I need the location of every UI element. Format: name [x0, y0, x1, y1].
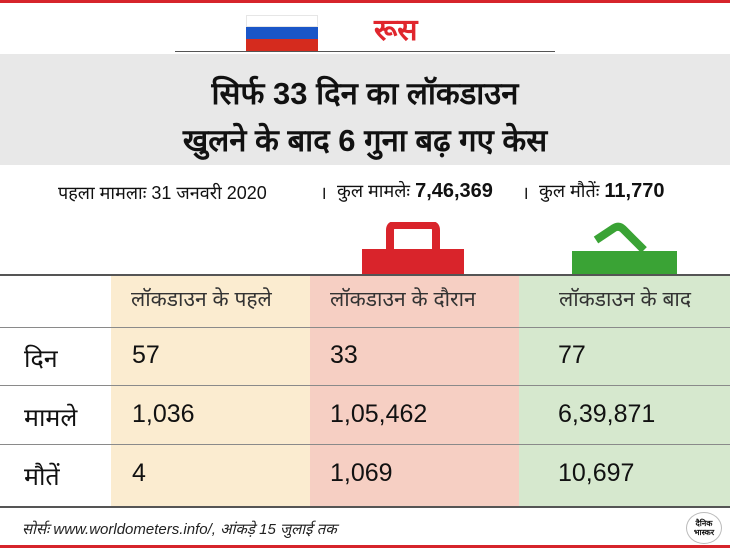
row-label-days: दिन [24, 345, 58, 373]
separator-2: । [522, 183, 529, 203]
top-red-rule [0, 0, 730, 3]
first-case-label: पहला मामलाः [58, 183, 147, 203]
total-cases: कुल मामलेः 7,46,369 [337, 179, 493, 203]
row-label-deaths: मौतें [24, 463, 60, 491]
flag-stripe-red [246, 39, 318, 51]
lock-open-icon [572, 222, 677, 275]
column-header-after: लॉकडाउन के बाद [559, 288, 692, 311]
cell-cases-during: 1,05,462 [330, 400, 428, 428]
table-bottom-rule [0, 506, 730, 508]
row-label-cases: मामले [24, 404, 78, 432]
separator-1: । [320, 183, 327, 203]
headline-line-1: सिर्फ 33 दिन का लॉकडाउन [211, 76, 519, 111]
cell-days-during: 33 [330, 341, 358, 369]
total-cases-label: कुल मामलेः [337, 181, 411, 201]
logo-line-1: दैनिक [695, 519, 713, 528]
cell-days-after: 77 [558, 341, 586, 369]
during-column-bg [310, 275, 519, 507]
table-top-rule [0, 274, 730, 276]
column-header-before: लॉकडाउन के पहले [131, 288, 272, 311]
total-deaths-value: 11,770 [604, 180, 665, 202]
flag-stripe-white [246, 15, 318, 27]
total-cases-value: 7,46,369 [415, 180, 493, 202]
cell-deaths-during: 1,069 [330, 459, 393, 487]
row-divider-2 [0, 444, 730, 445]
flag-stripe-blue [246, 27, 318, 39]
lock-closed-icon [362, 222, 464, 275]
cell-cases-before: 1,036 [132, 400, 195, 428]
first-case-value: 31 जनवरी 2020 [151, 183, 267, 203]
headline-band [0, 54, 730, 165]
header-divider [0, 327, 730, 328]
cell-cases-after: 6,39,871 [558, 400, 656, 428]
cell-days-before: 57 [132, 341, 160, 369]
russia-flag [246, 15, 318, 51]
country-name: रूस [374, 14, 418, 47]
before-column-bg [111, 275, 310, 507]
first-case: पहला मामलाः 31 जनवरी 2020 [58, 181, 267, 205]
row-divider-1 [0, 385, 730, 386]
source-note: सोर्सः www.worldometers.info/, आंकड़े 15… [22, 521, 337, 538]
headline-line-2: खुलने के बाद 6 गुना बढ़ गए केस [182, 123, 548, 158]
total-deaths: कुल मौतेंः 11,770 [539, 179, 664, 203]
total-deaths-label: कुल मौतेंः [539, 181, 600, 201]
after-column-bg [519, 275, 730, 507]
bottom-red-rule [0, 545, 730, 548]
dainik-bhaskar-logo: दैनिक भास्कर [686, 512, 722, 544]
cell-deaths-after: 10,697 [558, 459, 635, 487]
column-header-during: लॉकडाउन के दौरान [330, 288, 476, 311]
cell-deaths-before: 4 [132, 459, 146, 487]
logo-line-2: भास्कर [693, 528, 715, 537]
country-divider [175, 51, 555, 52]
